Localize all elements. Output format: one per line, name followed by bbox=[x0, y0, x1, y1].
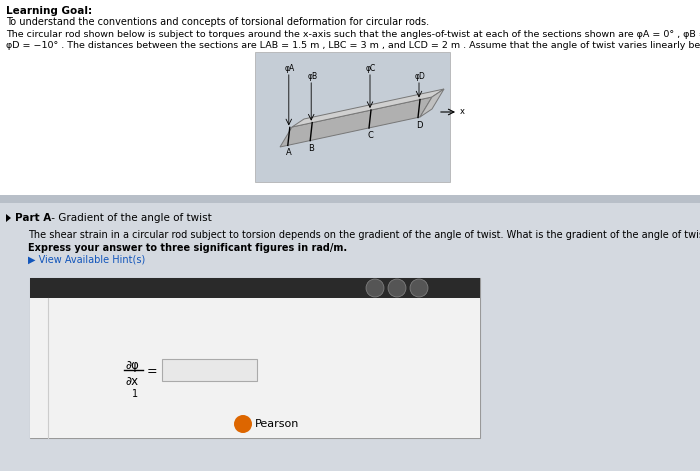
Text: Express your answer to three significant figures in rad/m.: Express your answer to three significant… bbox=[28, 243, 347, 253]
Text: P: P bbox=[239, 419, 247, 429]
Bar bbox=[255, 52, 450, 182]
Text: φC: φC bbox=[366, 64, 377, 73]
Text: ▶ View Available Hint(s): ▶ View Available Hint(s) bbox=[28, 254, 146, 264]
Text: φA: φA bbox=[285, 64, 295, 73]
Bar bbox=[162, 359, 257, 381]
Text: The shear strain in a circular rod subject to torsion depends on the gradient of: The shear strain in a circular rod subje… bbox=[28, 230, 700, 240]
Bar bbox=[0, 0, 700, 195]
Text: φD = −10° . The distances between the sections are LAB = 1.5 m , LBC = 3 m , and: φD = −10° . The distances between the se… bbox=[6, 41, 700, 50]
Text: ∂φ: ∂φ bbox=[125, 359, 139, 372]
Text: Part A: Part A bbox=[15, 213, 51, 223]
Polygon shape bbox=[420, 89, 444, 117]
Circle shape bbox=[410, 279, 428, 297]
Text: B: B bbox=[308, 144, 314, 153]
Text: ∂x: ∂x bbox=[125, 375, 138, 388]
Bar bbox=[30, 278, 480, 438]
Text: Pearson: Pearson bbox=[255, 419, 300, 429]
Bar bbox=[0, 195, 700, 203]
Text: D: D bbox=[416, 121, 423, 130]
Polygon shape bbox=[280, 97, 432, 147]
Polygon shape bbox=[6, 214, 11, 222]
Text: φD: φD bbox=[415, 72, 426, 81]
Bar bbox=[0, 203, 700, 471]
Text: Learning Goal:: Learning Goal: bbox=[6, 6, 92, 16]
Circle shape bbox=[366, 279, 384, 297]
Polygon shape bbox=[292, 89, 444, 127]
Text: ?: ? bbox=[415, 284, 421, 294]
Text: To understand the conventions and concepts of torsional deformation for circular: To understand the conventions and concep… bbox=[6, 17, 429, 27]
Text: A: A bbox=[286, 148, 292, 157]
Bar bbox=[30, 278, 480, 298]
Text: =: = bbox=[147, 365, 158, 378]
Text: x: x bbox=[460, 107, 465, 116]
Text: ↺: ↺ bbox=[393, 284, 401, 294]
Circle shape bbox=[234, 415, 252, 433]
Circle shape bbox=[388, 279, 406, 297]
Text: 1: 1 bbox=[132, 389, 138, 399]
Text: φB: φB bbox=[307, 72, 317, 81]
Text: ⊙: ⊙ bbox=[371, 284, 379, 294]
Text: C: C bbox=[367, 131, 373, 140]
Bar bbox=[30, 298, 480, 438]
Text: - Gradient of the angle of twist: - Gradient of the angle of twist bbox=[48, 213, 211, 223]
Text: The circular rod shown below is subject to torques around the x-axis such that t: The circular rod shown below is subject … bbox=[6, 30, 700, 39]
